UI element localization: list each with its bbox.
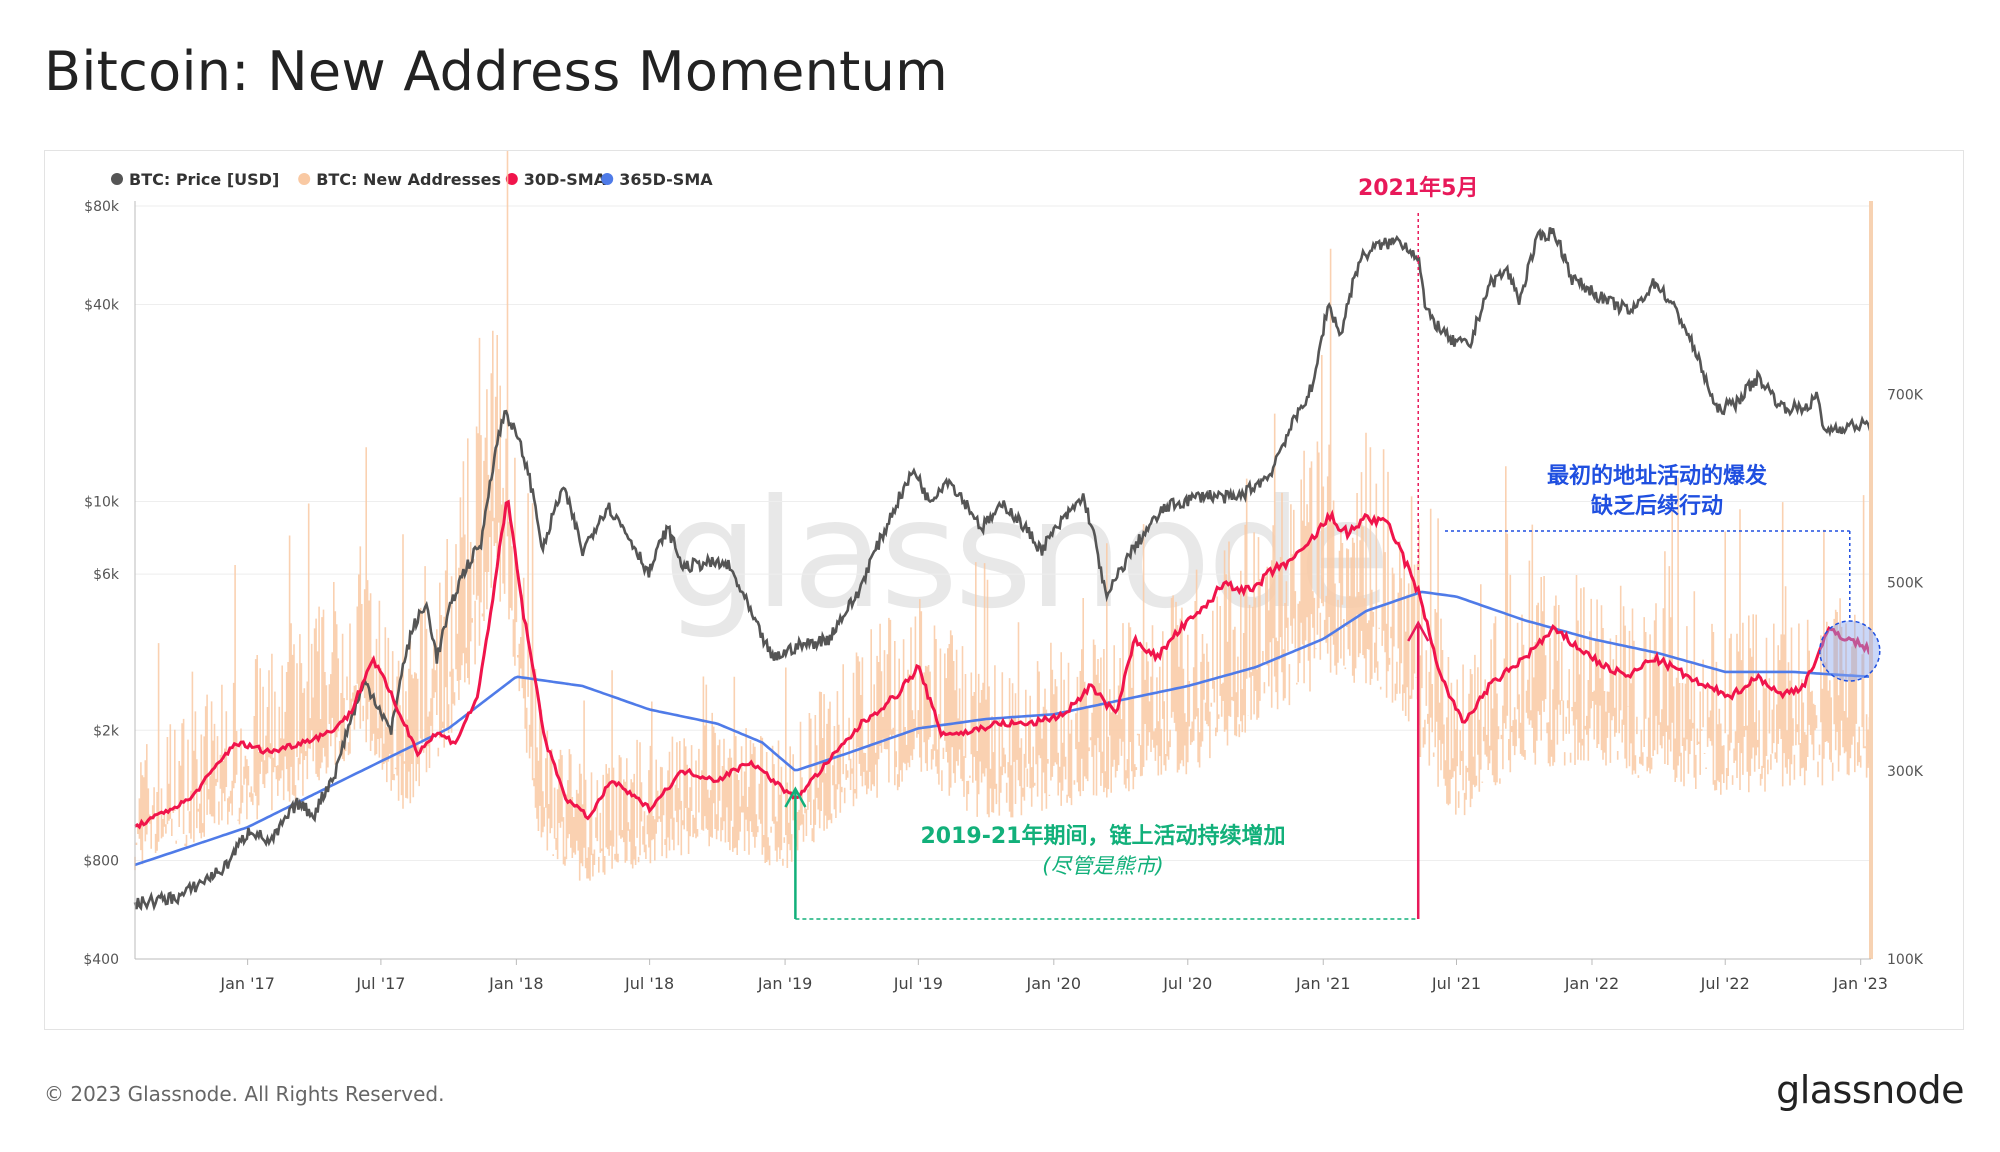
chart-axes: $400 $800 $2k $6k $10k $40k $80k 100K 300K 500K 70…: [83, 199, 1923, 993]
y-right-tick-label-2: 500K: [1887, 576, 1924, 592]
legend-swatch-0: [111, 173, 123, 185]
x-tick-label-8: Jan '21: [1295, 974, 1351, 993]
annotation-burst-text: 最初的地址活动的爆发: [1547, 463, 1768, 489]
y-left-tick-label-5: $40k: [84, 298, 120, 314]
y-right-tick-label-1: 300K: [1887, 764, 1924, 780]
green-arrow-head: [784, 786, 807, 808]
y-left-tick-label-1: $800: [83, 853, 119, 869]
footer-copyright: © 2023 Glassnode. All Rights Reserved.: [44, 1082, 445, 1106]
x-tick-label-10: Jan '22: [1564, 974, 1620, 993]
x-tick-label-1: Jul '17: [355, 974, 405, 993]
glassnode-watermark: glassnode: [663, 468, 1386, 642]
y-left-tick-label-2: $2k: [93, 723, 120, 739]
chart-annotations: 2021年5月 2019-21年期间，链上活动持续增加 (尽管是熊市) 最初的地址活动…: [784, 175, 1881, 920]
new-address-momentum-chart: BTC: Price [USD] BTC: New Addresses 30D-SM…: [83, 151, 1924, 993]
page-title: Bitcoin: New Address Momentum: [44, 40, 949, 103]
x-tick-label-0: Jan '17: [219, 974, 275, 993]
blue-highlight-circle: [1819, 620, 1881, 682]
legend-label-0: BTC: Price [USD]: [129, 170, 279, 189]
y-left-tick-label-3: $6k: [93, 567, 120, 583]
x-tick-label-6: Jan '20: [1026, 974, 1082, 993]
series-365d-sma: [134, 590, 1870, 867]
legend-swatch-2: [505, 173, 518, 185]
x-tick-label-9: Jul '21: [1431, 974, 1481, 993]
x-tick-label-7: Jul '20: [1162, 974, 1212, 993]
y-left-tick-label-0: $400: [83, 952, 119, 968]
y-left-tick-label-6: $80k: [84, 199, 120, 215]
legend-swatch-1: [298, 173, 311, 185]
y-right-tick-label-3: 700K: [1887, 387, 1924, 403]
x-tick-label-11: Jul '22: [1700, 974, 1750, 993]
chart-series-lines: [133, 227, 1873, 912]
x-tick-label-3: Jul '18: [624, 974, 674, 993]
y-left-tick-label-4: $10k: [84, 495, 120, 511]
x-tick-label-12: Jan '23: [1832, 974, 1888, 993]
footer-glassnode-logo: glassnode: [1776, 1068, 1964, 1112]
annotation-2019-21-subtext: (尽管是熊市): [1042, 854, 1163, 878]
legend-label-1: BTC: New Addresses: [316, 170, 501, 189]
annotation-may-2021: 2021年5月: [1358, 175, 1479, 201]
x-tick-label-5: Jul '19: [893, 974, 943, 993]
x-tick-label-4: Jan '19: [757, 974, 813, 993]
legend-swatch-3: [601, 173, 614, 185]
legend-label-3: 365D-SMA: [619, 170, 713, 189]
may-2021-arrow-head: [1407, 620, 1430, 642]
chart-legend: BTC: Price [USD] BTC: New Addresses 30D-SM…: [111, 170, 713, 189]
legend-label-2: 30D-SMA: [524, 170, 607, 189]
annotation-2019-21-text: 2019-21年期间，链上活动持续增加: [921, 823, 1286, 849]
chart-container: BTC: Price [USD] BTC: New Addresses 30D-SM…: [44, 150, 1964, 1030]
series-btc-price: [133, 227, 1873, 912]
series-30d-sma: [134, 499, 1873, 830]
x-tick-label-2: Jan '18: [488, 974, 544, 993]
annotation-burst-subtext: 缺乏后续行动: [1591, 493, 1723, 519]
y-right-tick-label-0: 100K: [1887, 952, 1924, 968]
